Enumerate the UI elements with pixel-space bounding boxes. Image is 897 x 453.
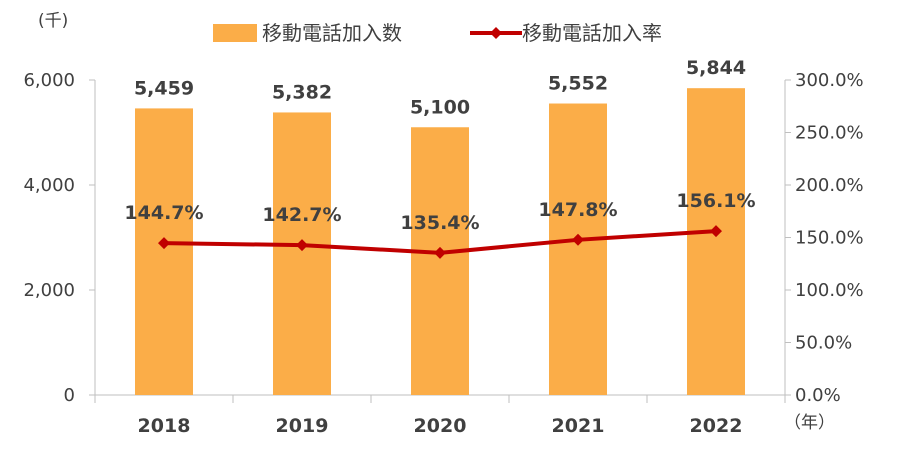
x-tick-label: 2022 xyxy=(690,415,743,437)
bars xyxy=(135,88,745,396)
rate-value-label: 156.1% xyxy=(676,190,755,212)
legend-bar-swatch xyxy=(213,24,257,42)
bar xyxy=(687,88,745,395)
bar-value-label: 5,382 xyxy=(272,81,332,103)
legend-line-marker xyxy=(490,27,502,39)
x-tick-label: 2018 xyxy=(138,415,191,437)
right-tick-label: 200.0% xyxy=(795,175,864,196)
rate-point-marker xyxy=(158,237,170,250)
right-tick-label: 100.0% xyxy=(795,280,864,301)
right-tick-label: 150.0% xyxy=(795,228,864,249)
rate-value-label: 144.7% xyxy=(124,202,203,224)
axes: 0 2,000 4,000 6,000 0.0% 50.0% 100.0% 150.0% 200… xyxy=(23,70,863,437)
bar-value-label: 5,100 xyxy=(410,96,470,118)
rate-value-label: 135.4% xyxy=(400,212,479,234)
rate-point-marker xyxy=(710,225,722,238)
rate-value-label: 147.8% xyxy=(538,199,617,221)
bar-value-label: 5,552 xyxy=(548,73,608,95)
x-axis-unit: （年） xyxy=(784,413,835,433)
bar-value-label: 5,844 xyxy=(686,57,746,79)
left-tick-label: 4,000 xyxy=(23,175,75,196)
bar xyxy=(411,127,469,395)
left-tick-label: 2,000 xyxy=(23,280,75,301)
x-tick-label: 2019 xyxy=(276,415,329,437)
right-tick-label: 0.0% xyxy=(795,385,841,406)
rate-point-marker xyxy=(572,233,584,246)
rate-line xyxy=(158,225,722,259)
bar xyxy=(135,108,193,395)
x-tick-label: 2020 xyxy=(414,415,467,437)
legend: 移動電話加入数 移動電話加入率 xyxy=(213,21,662,45)
left-tick-label: 6,000 xyxy=(23,70,75,91)
right-tick-label: 300.0% xyxy=(795,70,864,91)
right-tick-label: 50.0% xyxy=(795,333,852,354)
bar-value-label: 5,459 xyxy=(134,77,194,99)
data-labels: 5,459 5,382 5,100 5,552 5,844 144.7% 142.7% 135… xyxy=(124,57,755,234)
x-tick-label: 2021 xyxy=(552,415,605,437)
left-tick-label: 0 xyxy=(64,385,75,406)
legend-line-label: 移動電話加入率 xyxy=(522,21,662,45)
bar xyxy=(273,112,331,395)
rate-point-marker xyxy=(296,239,308,252)
bar xyxy=(549,103,607,396)
legend-bar-label: 移動電話加入数 xyxy=(262,21,402,45)
right-tick-label: 250.0% xyxy=(795,123,864,144)
rate-value-label: 142.7% xyxy=(262,204,341,226)
left-axis-unit: (千) xyxy=(38,11,68,31)
rate-point-marker xyxy=(434,246,446,259)
